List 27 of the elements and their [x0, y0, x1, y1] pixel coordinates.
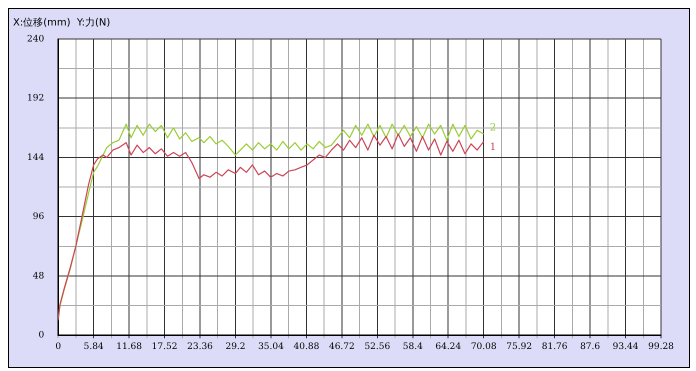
x-tick-label: 52.56 [364, 342, 390, 352]
x-tick-label: 35.04 [258, 342, 284, 352]
x-tick-label: 5.84 [84, 342, 104, 352]
x-tick-label: 40.88 [294, 342, 320, 352]
x-tick-label: 70.08 [470, 342, 497, 352]
x-tick-label: 87.6 [580, 342, 600, 352]
y-tick-label: 48 [32, 271, 44, 282]
x-tick-label: 29.2 [225, 342, 246, 352]
chart-title: X:位移(mm) Y:力(N) [13, 16, 110, 29]
y-tick-label: 144 [26, 152, 44, 163]
x-tick-label: 93.44 [612, 342, 639, 352]
x-tick-label: 81.76 [542, 342, 568, 352]
y-tick-label: 96 [32, 212, 44, 222]
x-tick-label: 0 [55, 342, 62, 352]
x-tick-label: 46.72 [328, 342, 355, 352]
x-tick-label: 64.24 [435, 342, 462, 352]
x-tick-label: 23.36 [187, 342, 214, 352]
y-tick-label: 240 [26, 34, 44, 44]
series-label: 2 [490, 122, 496, 134]
x-tick-label: 58.4 [402, 342, 424, 352]
x-tick-label: 17.52 [152, 342, 178, 352]
y-tick-label: 0 [38, 330, 44, 341]
x-tick-label: 99.28 [648, 342, 674, 352]
x-tick-label: 11.68 [116, 342, 142, 352]
x-tick-label: 75.92 [506, 342, 532, 352]
series-label: 1 [490, 142, 496, 154]
y-tick-label: 192 [26, 94, 44, 104]
